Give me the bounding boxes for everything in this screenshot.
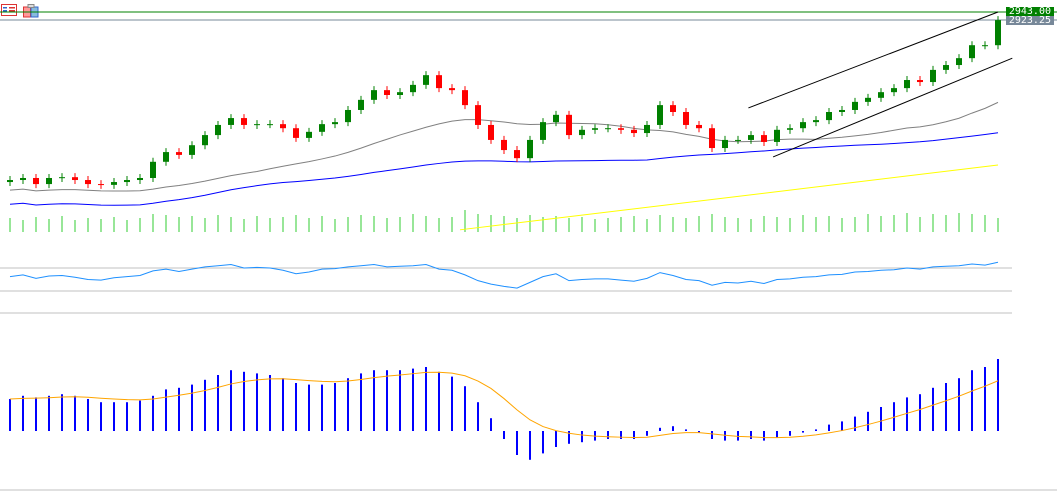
candle-up [839,109,845,112]
candle-up [163,152,169,162]
candle-up [410,84,416,93]
candle-down [501,139,507,151]
candle-down [72,177,78,181]
candle-up [995,20,1001,46]
candle-up [111,182,117,185]
candle-down [475,105,481,125]
candle-up [7,180,13,183]
candle-up [865,97,871,102]
price-label-secondary: 2923.25 [1005,16,1054,26]
candle-down [241,118,247,125]
candle-up [189,145,195,155]
candle-up [319,124,325,132]
candle-down [293,128,299,138]
candle-up [969,45,975,59]
candle-down [514,150,520,159]
candle-up [813,120,819,123]
candle-up [306,131,312,138]
candle-up [722,139,728,149]
candle-down [670,105,676,112]
candle-up [605,128,611,130]
channel-trendline [772,57,1013,158]
candle-up [774,129,780,142]
candle-up [59,177,65,179]
candle-down [709,128,715,149]
candle-down [384,90,390,95]
candle-up [527,139,533,159]
candle-down [488,124,494,140]
candle-down [917,80,923,83]
ma-yellow-line [459,164,999,231]
candle-up [332,122,338,125]
candle-down [33,177,39,185]
candle-down [566,114,572,136]
ma-gray-line [9,101,999,192]
candle-up [20,177,26,181]
candle-down [462,90,468,106]
candle-up [267,124,273,126]
candle-up [735,139,741,141]
candle-down [449,88,455,91]
candle-up [956,58,962,66]
candle-down [631,129,637,134]
candle-down [618,128,624,130]
candle-down [436,75,442,89]
candle-up [748,135,754,140]
candle-up [137,177,143,181]
candle-up [943,65,949,70]
rsi-line [9,261,999,289]
ma-blue-line [9,132,999,206]
candle-up [787,128,793,130]
candle-up [904,80,910,89]
candle-up [371,90,377,100]
channel-trendline [748,11,999,109]
candle-down [761,135,767,142]
candle-up [592,128,598,130]
price-label-current: 2943.00 [1005,7,1054,17]
candle-down [683,112,689,125]
candle-up [345,109,351,123]
candle-up [553,114,559,123]
candle-up [657,105,663,125]
candle-up [423,75,429,85]
candle-up [358,99,364,110]
candle-up [579,129,585,136]
candle-up [397,92,403,95]
candle-up [982,45,988,47]
candle-up [254,124,260,126]
macd-signal-line [9,371,999,439]
candle-up [540,122,546,140]
candle-up [930,69,936,83]
candle-up [215,124,221,136]
indicator-list-icon[interactable] [1,4,17,16]
candle-up [124,180,130,183]
candle-up [852,101,858,110]
candle-up [228,118,234,125]
candle-down [696,124,702,129]
candle-up [644,124,650,134]
candle-down [85,180,91,185]
candle-down [176,152,182,155]
candle-up [202,135,208,146]
candle-up [46,177,52,185]
candle-up [150,161,156,178]
candle-up [826,112,832,121]
candle-down [98,184,104,186]
candle-up [891,88,897,93]
candle-up [800,122,806,129]
candle-down [280,124,286,129]
candle-up [878,92,884,98]
